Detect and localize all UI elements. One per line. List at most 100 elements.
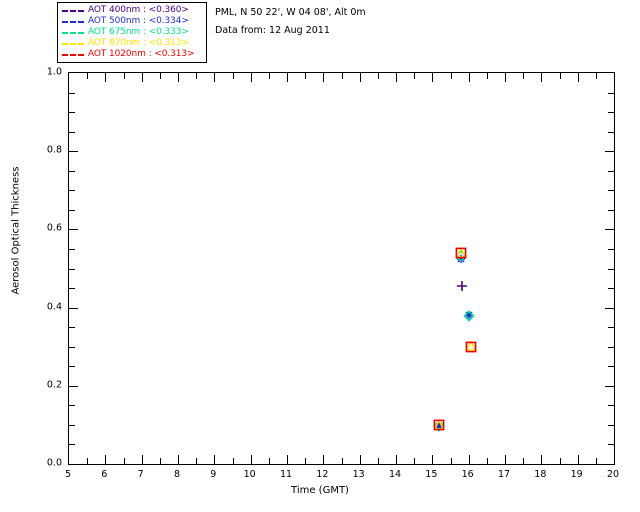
x-axis-title: Time (GMT) <box>291 485 349 496</box>
x-tick-top <box>577 73 579 82</box>
y-minor-tick-right <box>608 366 614 368</box>
y-minor-tick-right <box>608 170 614 172</box>
x-tick-label: 18 <box>534 469 547 480</box>
x-tick-label: 10 <box>243 469 256 480</box>
y-tick-label: 0.8 <box>46 144 62 156</box>
x-tick-label: 11 <box>279 469 293 480</box>
x-minor-tick-top <box>450 73 452 79</box>
x-tick-label: 12 <box>316 469 329 480</box>
y-minor-tick <box>69 131 75 133</box>
legend-dash-icon <box>62 42 84 45</box>
x-minor-tick <box>595 458 597 464</box>
x-tick <box>396 455 397 464</box>
x-tick-top <box>468 73 470 82</box>
y-tick <box>69 229 78 231</box>
y-minor-tick <box>69 366 75 368</box>
data-point-marker <box>432 419 445 432</box>
legend-label: AOT 675nm : <0.333> <box>88 27 189 37</box>
x-tick <box>141 455 143 464</box>
x-minor-tick <box>268 458 270 464</box>
legend-dash-icon <box>62 31 84 34</box>
y-minor-tick <box>69 209 75 211</box>
data-point-marker <box>433 419 444 431</box>
y-minor-tick <box>69 248 75 250</box>
x-tick-top <box>541 73 543 82</box>
x-tick <box>178 455 179 464</box>
y-tick-label: 0.4 <box>46 301 62 313</box>
x-tick <box>432 455 434 464</box>
y-axis-title: Aerosol Optical Thickness <box>10 166 22 295</box>
x-minor-tick <box>523 458 525 464</box>
y-minor-tick <box>69 190 75 192</box>
data-point-marker <box>455 247 467 259</box>
legend-label: AOT 870nm : <0.313> <box>88 38 189 48</box>
x-tick-top <box>105 73 107 82</box>
y-minor-tick-right <box>608 405 614 407</box>
x-tick-top <box>178 73 179 82</box>
y-minor-tick <box>69 346 75 348</box>
y-tick-label: 1.0 <box>46 66 62 78</box>
x-tick <box>541 455 543 464</box>
x-tick <box>359 455 361 464</box>
x-tick-top <box>141 73 143 82</box>
legend-entry: AOT 870nm : <0.313> <box>60 38 206 49</box>
x-minor-tick <box>341 458 343 464</box>
y-tick <box>69 385 78 387</box>
legend-label: AOT 1020nm : <0.313> <box>88 49 195 59</box>
x-minor-tick <box>450 458 452 464</box>
x-minor-tick <box>159 458 161 464</box>
y-minor-tick-right <box>608 346 614 348</box>
legend-entry: AOT 400nm : <0.360> <box>60 5 206 16</box>
x-tick-label: 14 <box>388 469 402 480</box>
legend-label: AOT 500nm : <0.334> <box>88 16 189 26</box>
legend-entry: AOT 500nm : <0.334> <box>60 16 206 27</box>
x-minor-tick-top <box>268 73 270 79</box>
x-minor-tick-top <box>523 73 525 79</box>
y-minor-tick <box>69 92 75 94</box>
x-minor-tick <box>377 458 379 464</box>
x-tick-label: 7 <box>137 469 144 480</box>
x-tick-top <box>287 73 288 82</box>
data-point-marker <box>457 281 468 292</box>
legend-dash-icon <box>62 20 84 23</box>
x-tick <box>105 455 107 464</box>
y-minor-tick-right <box>608 424 614 426</box>
y-minor-tick-right <box>608 131 614 133</box>
x-minor-tick <box>232 458 234 464</box>
legend-entry: AOT 1020nm : <0.313> <box>60 49 206 60</box>
x-minor-tick-top <box>341 73 343 79</box>
x-tick-label: 8 <box>173 469 181 480</box>
x-tick-top <box>432 73 434 82</box>
x-minor-tick-top <box>305 73 307 79</box>
data-point-marker <box>465 341 477 353</box>
y-tick-right <box>605 151 614 153</box>
x-tick-label: 15 <box>425 469 438 480</box>
x-minor-tick <box>414 458 416 464</box>
y-tick-label: 0.0 <box>46 457 62 469</box>
data-point-marker <box>465 339 477 351</box>
x-tick-top <box>505 73 506 82</box>
y-minor-tick <box>69 327 75 329</box>
y-minor-tick-right <box>608 209 614 211</box>
y-minor-tick <box>69 424 75 426</box>
x-minor-tick-top <box>196 73 198 79</box>
chart-legend: AOT 400nm : <0.360> AOT 500nm : <0.334> AO… <box>57 2 207 63</box>
x-tick-label: 5 <box>64 469 72 480</box>
x-minor-tick-top <box>486 73 488 79</box>
legend-label: AOT 400nm : <0.360> <box>88 5 189 15</box>
x-minor-tick-top <box>159 73 161 79</box>
x-tick-top <box>214 73 216 82</box>
x-tick <box>577 455 579 464</box>
y-minor-tick-right <box>608 444 614 446</box>
x-tick-label: 17 <box>497 469 511 480</box>
y-minor-tick-right <box>608 327 614 329</box>
x-tick <box>250 455 252 464</box>
y-minor-tick-right <box>608 268 614 270</box>
x-tick-label: 20 <box>606 469 620 480</box>
y-tick-right <box>605 307 614 309</box>
x-minor-tick <box>123 458 125 464</box>
x-tick <box>214 455 216 464</box>
x-minor-tick <box>305 458 307 464</box>
y-minor-tick <box>69 405 75 407</box>
